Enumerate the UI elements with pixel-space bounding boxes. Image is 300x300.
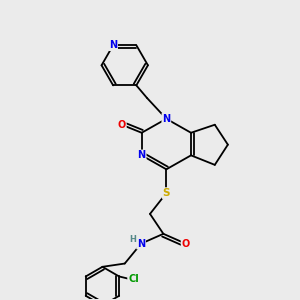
Text: H: H [129, 235, 136, 244]
Text: S: S [163, 188, 170, 198]
Text: N: N [162, 114, 170, 124]
Text: O: O [182, 238, 190, 249]
Text: O: O [118, 120, 126, 130]
Text: N: N [137, 238, 145, 249]
Text: N: N [138, 150, 146, 160]
Text: Cl: Cl [128, 274, 139, 284]
Text: N: N [109, 40, 117, 50]
